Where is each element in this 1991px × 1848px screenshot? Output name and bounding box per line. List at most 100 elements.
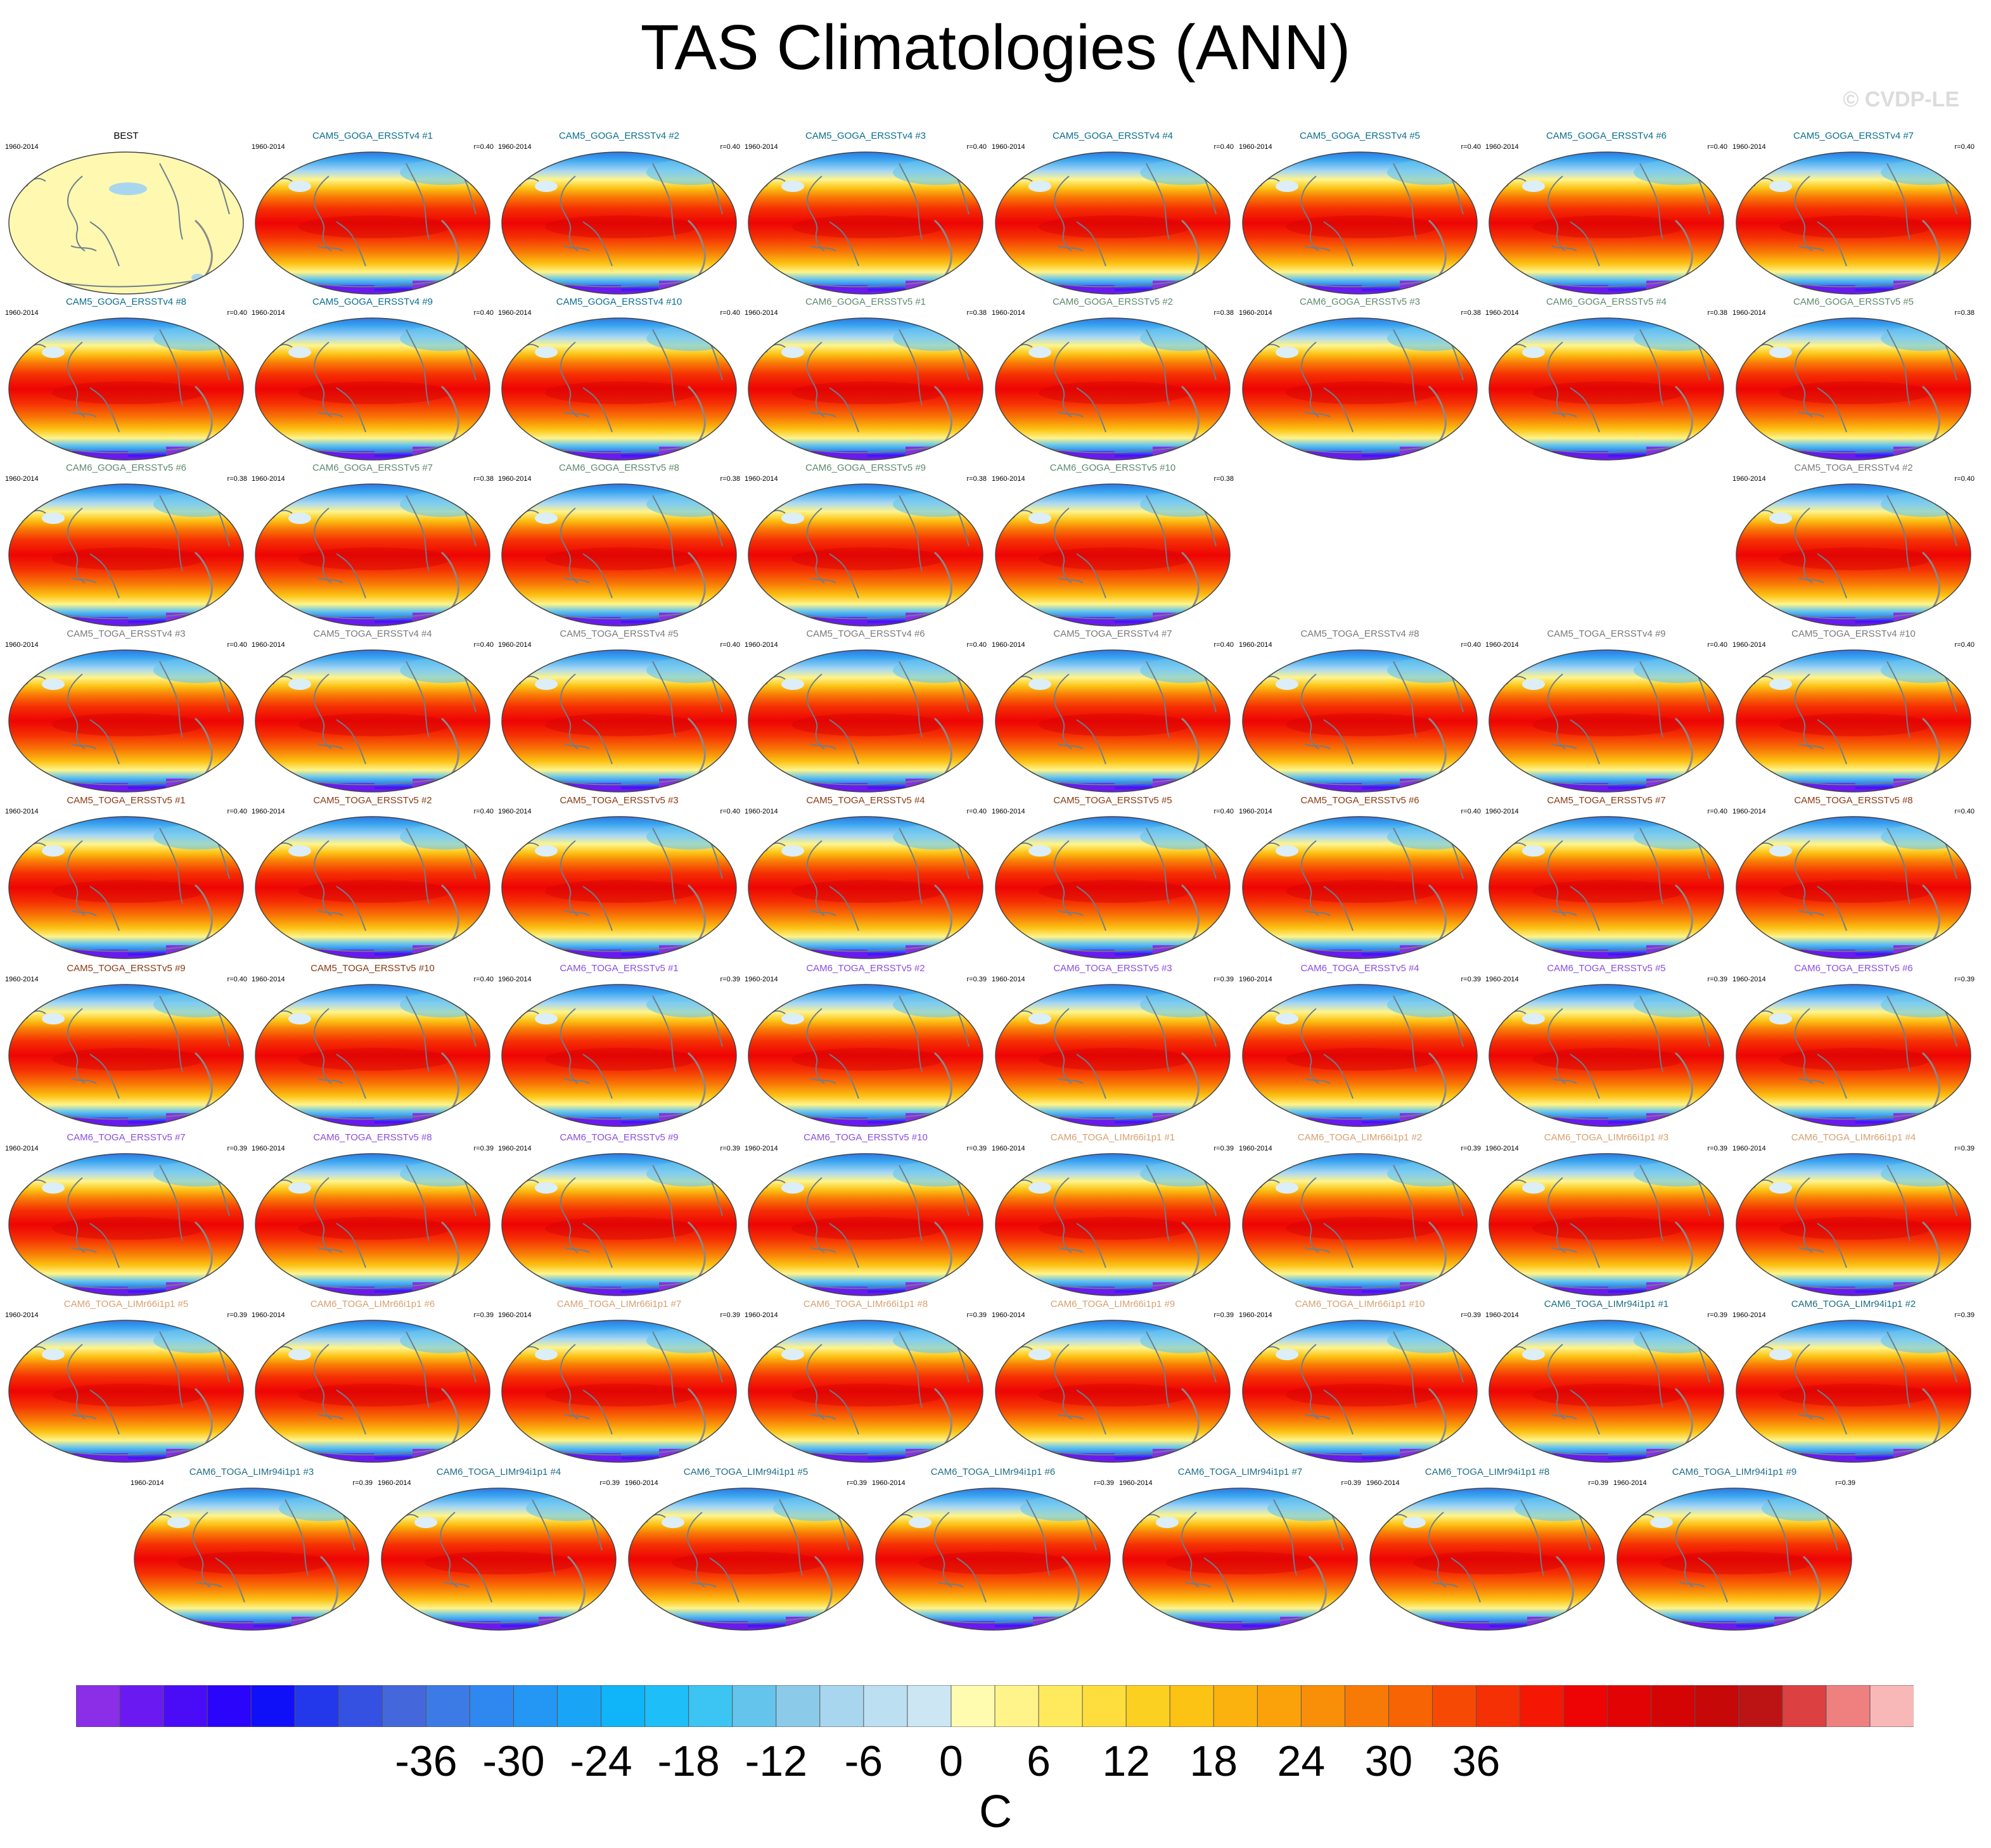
panel-pattern-correlation: r=0.40 [1954, 808, 1975, 815]
map-panel: CAM5_TOGA_ERSSTv4 #3 1960-2014 r=0.40 [4, 628, 248, 794]
map-panel: CAM6_GOGA_ERSSTv5 #3 1960-2014 r=0.38 [1238, 296, 1482, 462]
world-map [501, 317, 737, 461]
map-panel: CAM5_TOGA_ERSSTv4 #6 1960-2014 r=0.40 [743, 628, 988, 794]
world-map [1488, 816, 1724, 959]
colorbar-bin [1213, 1685, 1258, 1727]
panel-period: 1960-2014 [1732, 808, 1766, 815]
panel-period: 1960-2014 [252, 1311, 285, 1319]
panel-title: CAM6_GOGA_ERSSTv5 #2 [1052, 296, 1174, 307]
map-panel-observations: BEST 1960-2014 [4, 131, 248, 296]
panel-pattern-correlation: r=0.40 [1707, 641, 1728, 649]
panel-pattern-correlation: r=0.39 [1707, 1145, 1728, 1152]
panel-title: CAM6_TOGA_LIMr66i1p1 #10 [1295, 1299, 1425, 1310]
panel-pattern-correlation: r=0.40 [1213, 641, 1234, 649]
map-panel: CAM5_TOGA_ERSSTv5 #2 1960-2014 r=0.40 [250, 795, 495, 961]
panel-pattern-correlation: r=0.40 [473, 309, 494, 317]
colorbar-tick-labels: -36 -30 -24 -18 -12 -6 0 6 12 18 24 30 36 [0, 1736, 1991, 1787]
panel-pattern-correlation: r=0.40 [966, 143, 987, 151]
panel-title: CAM5_TOGA_ERSSTv4 #10 [1791, 628, 1916, 639]
colorbar-bin [1082, 1685, 1127, 1727]
map-panel: CAM6_GOGA_ERSSTv5 #7 1960-2014 r=0.38 [250, 462, 495, 628]
panel-title: CAM6_TOGA_LIMr94i1p1 #8 [1424, 1467, 1550, 1477]
panel-period: 1960-2014 [498, 1311, 532, 1319]
panel-title: CAM6_TOGA_ERSSTv5 #5 [1547, 963, 1666, 974]
panel-pattern-correlation: r=0.39 [352, 1479, 373, 1487]
colorbar-tick-label: 36 [1452, 1737, 1501, 1785]
world-map [1736, 1153, 1971, 1296]
panel-title: CAM6_TOGA_LIMr94i1p1 #9 [1672, 1467, 1797, 1477]
map-panel: CAM6_TOGA_ERSSTv5 #10 1960-2014 r=0.39 [743, 1132, 988, 1298]
panel-period: 1960-2014 [5, 1311, 39, 1319]
map-panel: CAM6_TOGA_LIMr94i1p1 #4 1960-2014 r=0.39 [376, 1467, 621, 1633]
panel-period: 1960-2014 [1485, 1311, 1519, 1319]
world-map [255, 816, 490, 959]
map-panel: CAM5_TOGA_ERSSTv5 #10 1960-2014 r=0.40 [250, 963, 495, 1129]
world-map [8, 649, 244, 793]
panel-period: 1960-2014 [1732, 641, 1766, 649]
panel-title: CAM6_TOGA_LIMr66i1p1 #2 [1297, 1132, 1423, 1143]
colorbar-tick-label: -24 [570, 1737, 632, 1785]
panel-title: CAM6_TOGA_LIMr94i1p1 #4 [436, 1467, 561, 1477]
map-panel: CAM5_TOGA_ERSSTv5 #9 1960-2014 r=0.40 [4, 963, 248, 1129]
panel-period: 1960-2014 [992, 1311, 1025, 1319]
map-panel: CAM6_TOGA_LIMr66i1p1 #5 1960-2014 r=0.39 [4, 1299, 248, 1465]
panel-period: 1960-2014 [498, 475, 532, 483]
panel-title: CAM5_TOGA_ERSSTv4 #6 [806, 628, 925, 639]
world-map [1736, 483, 1971, 627]
world-map [501, 649, 737, 793]
colorbar-bin [557, 1685, 602, 1727]
map-panel: CAM5_TOGA_ERSSTv5 #8 1960-2014 r=0.40 [1731, 795, 1976, 961]
world-map [255, 151, 490, 295]
panel-period: 1960-2014 [992, 1145, 1025, 1152]
panel-period: 1960-2014 [498, 143, 532, 151]
panel-pattern-correlation: r=0.40 [720, 309, 741, 317]
panel-pattern-correlation: r=0.39 [720, 1145, 741, 1152]
panel-title: CAM5_TOGA_ERSSTv4 #9 [1547, 628, 1666, 639]
panel-title: CAM5_GOGA_ERSSTv4 #1 [312, 131, 433, 141]
panel-period: 1960-2014 [1613, 1479, 1647, 1487]
colorbar-bin [1738, 1685, 1783, 1727]
panel-title: CAM6_TOGA_ERSSTv5 #6 [1794, 963, 1913, 974]
panel-pattern-correlation: r=0.40 [227, 808, 248, 815]
panel-pattern-correlation: r=0.40 [473, 641, 494, 649]
panel-pattern-correlation: r=0.38 [1954, 309, 1975, 317]
colorbar-bin [1563, 1685, 1608, 1727]
panel-title: CAM6_GOGA_ERSSTv5 #3 [1299, 296, 1421, 307]
world-map [1242, 984, 1478, 1127]
colorbar-bin [1476, 1685, 1521, 1727]
colorbar-tick-label: 6 [1027, 1737, 1051, 1785]
colorbar-bin [1431, 1685, 1477, 1727]
colorbar-tick-label: -30 [482, 1737, 545, 1785]
world-map [1122, 1488, 1358, 1631]
map-panel: CAM5_GOGA_ERSSTv4 #3 1960-2014 r=0.40 [743, 131, 988, 296]
world-map [8, 1153, 244, 1296]
world-map [1488, 317, 1724, 461]
world-map [1242, 649, 1478, 793]
panel-pattern-correlation: r=0.40 [1954, 143, 1975, 151]
world-map [501, 1320, 737, 1463]
colorbar-tick-label: 0 [939, 1737, 963, 1785]
colorbar-bin [1038, 1685, 1084, 1727]
panel-pattern-correlation: r=0.39 [1213, 1311, 1234, 1319]
panel-pattern-correlation: r=0.39 [1707, 1311, 1728, 1319]
world-map [501, 151, 737, 295]
panel-period: 1960-2014 [5, 808, 39, 815]
colorbar-bin [1651, 1685, 1696, 1727]
world-map [8, 1320, 244, 1463]
world-map [1488, 984, 1724, 1127]
panel-title: CAM5_GOGA_ERSSTv4 #2 [558, 131, 680, 141]
panel-title: CAM5_TOGA_ERSSTv4 #4 [313, 628, 432, 639]
panel-title: CAM6_GOGA_ERSSTv5 #9 [805, 462, 926, 473]
panel-period: 1960-2014 [252, 309, 285, 317]
world-map [255, 649, 490, 793]
world-map [255, 1153, 490, 1296]
panel-period: 1960-2014 [252, 143, 285, 151]
map-panel: CAM5_GOGA_ERSSTv4 #10 1960-2014 r=0.40 [497, 296, 741, 462]
map-panel: CAM5_GOGA_ERSSTv4 #2 1960-2014 r=0.40 [497, 131, 741, 296]
world-map [875, 1488, 1111, 1631]
panel-pattern-correlation: r=0.39 [473, 1145, 494, 1152]
panel-period: 1960-2014 [1239, 976, 1272, 983]
world-map [995, 649, 1231, 793]
panel-pattern-correlation: r=0.39 [1954, 1145, 1975, 1152]
panel-pattern-correlation: r=0.40 [473, 976, 494, 983]
